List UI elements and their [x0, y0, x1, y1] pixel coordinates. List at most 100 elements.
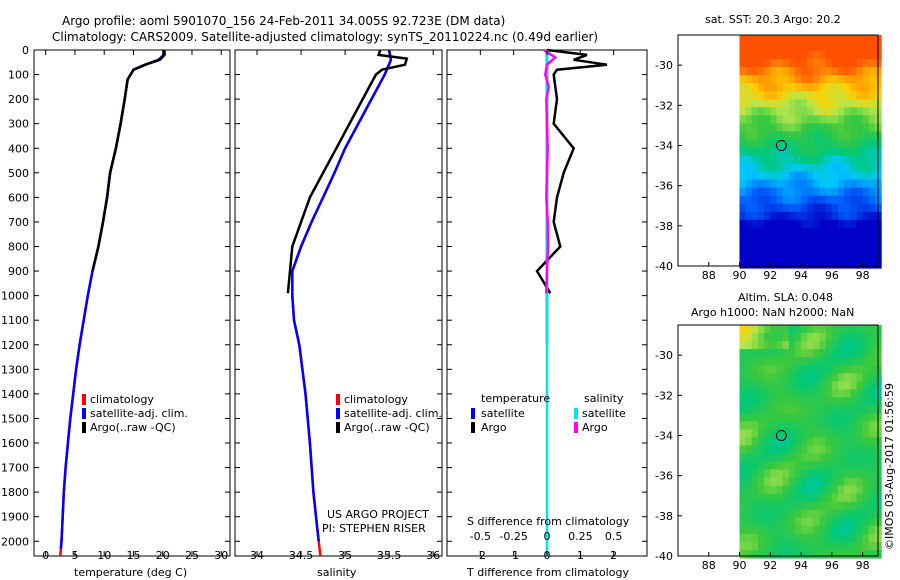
map-cell	[770, 67, 778, 76]
map-cell	[745, 397, 753, 406]
map-cell	[868, 477, 876, 487]
map-cell	[770, 195, 778, 205]
map-cell	[838, 75, 845, 84]
map-cell	[831, 461, 839, 471]
map-cell	[776, 453, 784, 463]
map-cell	[751, 43, 759, 52]
difference-legend: temperature salinity satellite Argo sate…	[471, 392, 626, 434]
series-line-climatology	[59, 50, 166, 557]
map-cell	[782, 155, 790, 165]
map-cell	[825, 525, 833, 535]
map-cell	[825, 171, 833, 181]
map-cell	[856, 550, 864, 559]
map-cell	[856, 405, 864, 414]
map-cell	[868, 413, 876, 422]
map-cell	[844, 413, 851, 422]
map-cell	[868, 179, 876, 189]
map-cell	[776, 429, 784, 439]
map-cell	[794, 477, 802, 487]
map-cell	[862, 67, 870, 76]
map-cell	[764, 227, 771, 237]
depth-tick-label: 500	[8, 167, 29, 180]
map-cell	[831, 91, 839, 100]
map-cell	[807, 51, 814, 60]
map-cell	[807, 83, 814, 92]
map-cell	[739, 155, 747, 165]
map-x-tick-label: 92	[763, 559, 777, 572]
map-cell	[838, 67, 845, 76]
map-cell	[825, 59, 833, 68]
map-cell	[819, 461, 827, 471]
map-cell	[794, 333, 802, 342]
map-cell	[794, 469, 802, 479]
x-tick-label: 15	[126, 549, 140, 562]
map-cell	[813, 333, 821, 342]
map-cell	[794, 155, 802, 165]
map-cell	[831, 365, 839, 374]
map-cell	[794, 461, 802, 471]
map-cell	[788, 179, 796, 189]
map-cell	[825, 187, 833, 197]
map-cell	[758, 187, 765, 197]
map-cell	[856, 469, 864, 479]
map-cell	[770, 243, 778, 253]
map-cell	[758, 421, 765, 430]
map-cell	[764, 525, 771, 535]
map-cell	[745, 67, 753, 76]
map-cell	[813, 155, 821, 165]
map-cell	[801, 461, 808, 471]
x-tick-label: 0	[42, 549, 49, 562]
map-cell	[850, 179, 858, 189]
map-cell	[856, 477, 864, 487]
map-cell	[850, 421, 858, 430]
map-cell	[776, 235, 784, 245]
map-cell	[838, 227, 845, 237]
map-cell	[782, 115, 790, 124]
map-cell	[745, 59, 753, 68]
map-cell	[868, 67, 876, 76]
map-cell	[831, 533, 839, 543]
map-cell	[739, 251, 747, 261]
map-cell	[813, 147, 821, 157]
map-cell	[807, 243, 814, 253]
map-cell	[868, 115, 876, 124]
map-cell	[794, 243, 802, 253]
map-cell	[801, 541, 808, 551]
map-cell	[807, 429, 814, 439]
map-cell	[807, 131, 814, 140]
map-cell	[794, 349, 802, 358]
legend-label: Argo	[481, 421, 507, 434]
map-cell	[868, 365, 876, 374]
depth-tick-label: 1700	[1, 462, 29, 475]
map-cell	[782, 445, 790, 455]
map-cell	[838, 171, 845, 181]
x-tick-label: 34.5	[289, 549, 314, 562]
project-annotation: US ARGO PROJECT	[327, 508, 429, 521]
map-cell	[819, 541, 827, 551]
map-cell	[788, 550, 796, 559]
map-cell	[770, 107, 778, 116]
map-cell	[776, 485, 784, 495]
map-cell	[838, 211, 845, 221]
map-cell	[825, 357, 833, 366]
map-cell	[745, 365, 753, 374]
map-cell	[856, 325, 864, 334]
map-cell	[801, 235, 808, 245]
map-cell	[856, 461, 864, 471]
map-cell	[868, 251, 876, 261]
map-cell	[751, 179, 759, 189]
map-cell	[764, 413, 771, 422]
map-cell	[838, 365, 845, 374]
map-cell	[850, 163, 858, 173]
map-cell	[764, 349, 771, 358]
map-cell	[770, 99, 778, 108]
map-cell	[850, 405, 858, 414]
map-cell	[831, 341, 839, 350]
map-cell	[758, 243, 765, 253]
map-cell	[745, 477, 753, 487]
map-cell	[751, 99, 759, 108]
map-cell	[739, 260, 747, 269]
map-cell	[801, 91, 808, 100]
map-cell	[825, 243, 833, 253]
map-cell	[862, 35, 870, 44]
